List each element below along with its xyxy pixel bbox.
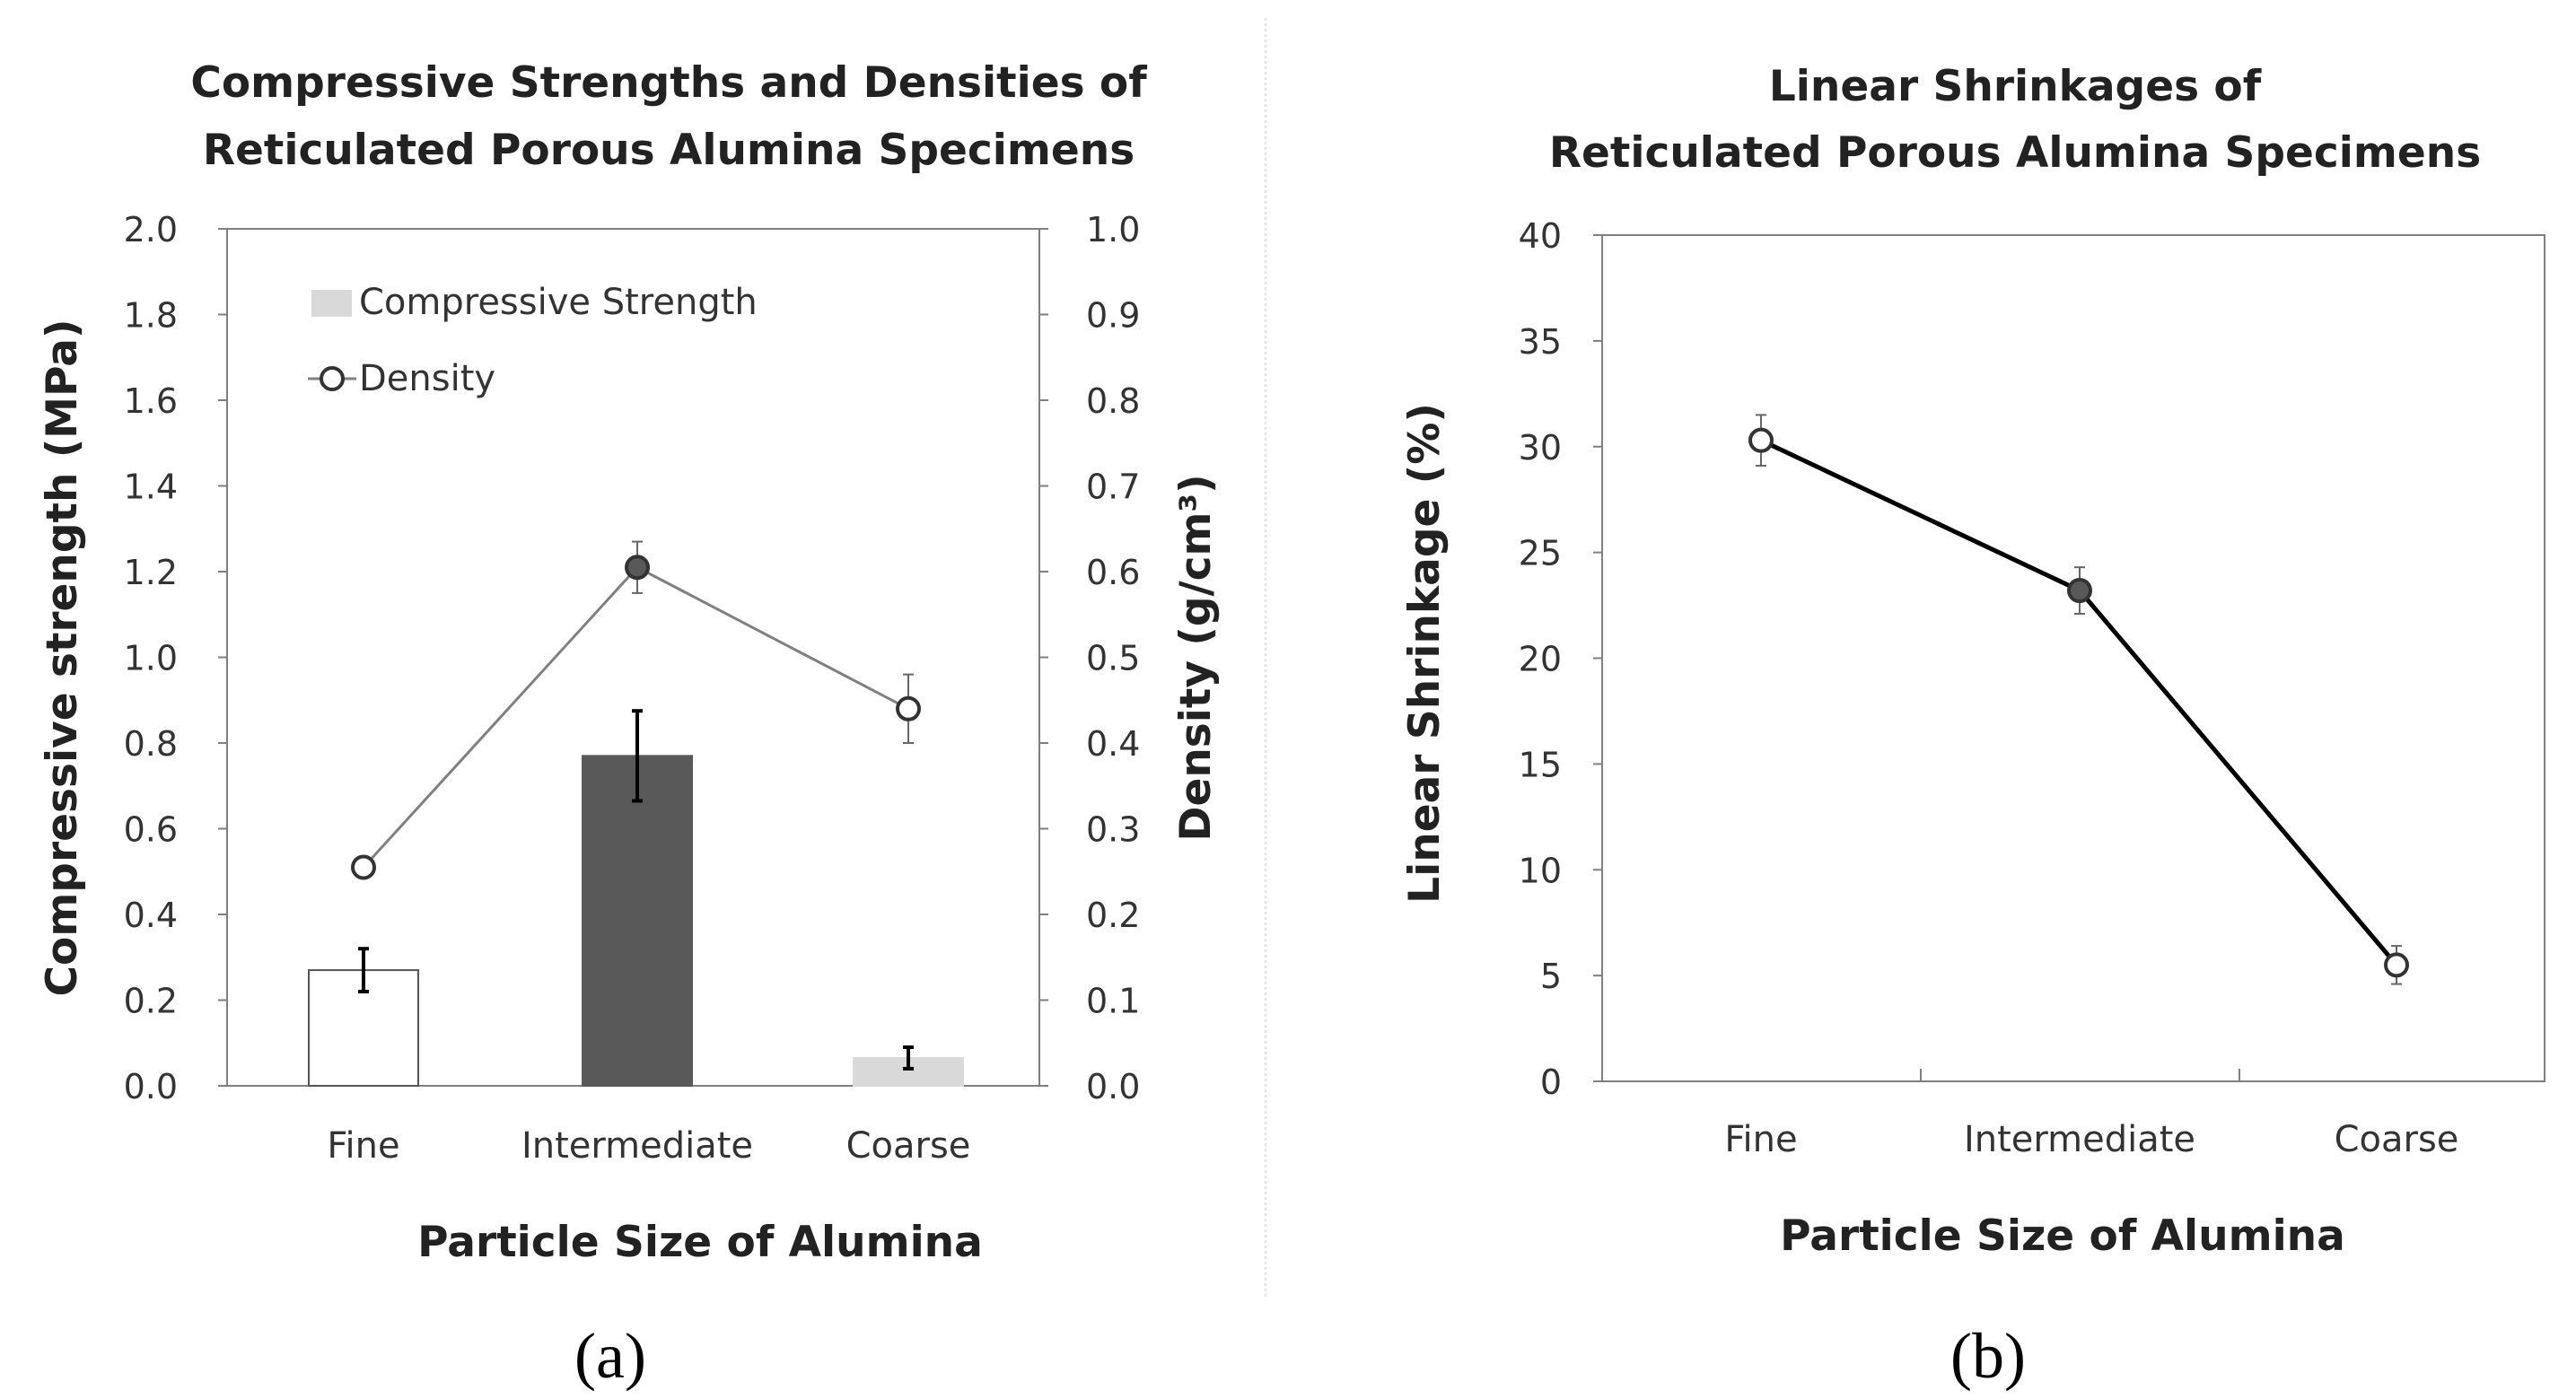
y2-tick-label: 0.9 <box>1086 296 1140 336</box>
y-tick-label: 0.6 <box>124 810 178 850</box>
chart-a-ylabel: Compressive strength (MPa) <box>38 319 87 997</box>
chart-a-xlabel: Particle Size of Alumina <box>417 1218 983 1267</box>
y-tick-label: 1.0 <box>124 639 178 678</box>
chart-b-xlabel: Particle Size of Alumina <box>1780 1211 2345 1261</box>
y2-tick-label: 0.6 <box>1086 553 1140 592</box>
shrinkage-point <box>2067 578 2092 604</box>
legend-density-label: Density <box>359 358 495 399</box>
y-tick-label: 20 <box>1519 640 1562 679</box>
chart-a-title-line-2: Reticulated Porous Alumina Specimens <box>203 126 1135 175</box>
chart-a-right-axis: 0.0 0.1 0.2 0.3 0.4 0.5 0.6 0.7 0.8 0.9 1.0 <box>1039 210 1140 1106</box>
chart-a-bars <box>308 755 964 1088</box>
y-tick-label: 1.8 <box>124 296 178 336</box>
y-tick-label: 40 <box>1519 216 1562 256</box>
y-tick-label: 25 <box>1519 534 1562 573</box>
chart-a-density-series <box>351 540 921 880</box>
chart-b-y-axis: 0 5 10 15 20 25 30 35 40 <box>1519 216 1602 1102</box>
chart-a: Compressive Strengths and Densities of R… <box>38 58 1221 1392</box>
shrinkage-point <box>2384 952 2409 978</box>
chart-b-x-axis: Fine Intermediate Coarse <box>1724 1119 2458 1160</box>
chart-a-y2label: Density (g/cm³) <box>1171 474 1221 841</box>
y2-tick-label: 0.3 <box>1086 810 1140 850</box>
shrinkage-point <box>1748 427 1774 453</box>
chart-a-bar-error-bars <box>358 709 914 1071</box>
y-tick-label: 1.6 <box>124 381 178 421</box>
y-tick-label: 0.4 <box>124 896 178 935</box>
density-point <box>351 854 376 880</box>
x-category-label: Intermediate <box>1964 1119 2195 1160</box>
chart-a-legend: Compressive Strength Density <box>308 282 758 399</box>
y-tick-label: 35 <box>1519 322 1562 362</box>
x-category-label: Intermediate <box>521 1125 753 1167</box>
y-tick-label: 1.2 <box>124 553 178 592</box>
chart-a-x-axis: Fine Intermediate Coarse <box>327 1125 970 1167</box>
y2-tick-label: 0.5 <box>1086 639 1140 678</box>
x-category-label: Fine <box>327 1125 399 1167</box>
y2-tick-label: 0.2 <box>1086 896 1140 935</box>
y-tick-label: 15 <box>1519 745 1562 784</box>
shrinkage-line <box>1759 438 2398 966</box>
x-category-label: Fine <box>1724 1119 1797 1160</box>
y-tick-label: 0.8 <box>124 724 178 764</box>
y2-tick-label: 0.1 <box>1086 982 1140 1021</box>
y-tick-label: 1.4 <box>124 468 178 507</box>
legend-density-marker <box>320 366 345 391</box>
chart-b-shrinkage-series <box>1748 414 2409 985</box>
y2-tick-label: 0.7 <box>1086 468 1140 507</box>
y-tick-label: 0 <box>1540 1062 1562 1102</box>
y2-tick-label: 0.8 <box>1086 381 1140 421</box>
chart-b-title-line-1: Linear Shrinkages of <box>1769 62 2262 111</box>
y2-tick-label: 0.0 <box>1086 1067 1140 1106</box>
y-tick-label: 10 <box>1519 851 1562 890</box>
chart-b-title-line-2: Reticulated Porous Alumina Specimens <box>1549 128 2481 178</box>
y-tick-label: 0.0 <box>124 1067 178 1106</box>
y-tick-label: 5 <box>1540 957 1562 996</box>
y-tick-label: 2.0 <box>124 210 178 249</box>
panel-label-a: (a) <box>574 1320 646 1392</box>
chart-b-ylabel: Linear Shrinkage (%) <box>1400 403 1450 904</box>
strength-bar <box>582 755 693 1087</box>
x-category-label: Coarse <box>846 1125 971 1167</box>
x-category-label: Coarse <box>2335 1119 2459 1160</box>
y-tick-label: 30 <box>1519 428 1562 468</box>
density-point <box>896 695 921 721</box>
y2-tick-label: 0.4 <box>1086 724 1140 764</box>
y-tick-label: 0.2 <box>124 982 178 1021</box>
panel-label-b: (b) <box>1950 1320 2026 1392</box>
chart-a-left-axis: 0.0 0.2 0.4 0.6 0.8 1.0 1.2 1.4 1.6 1.8 2.0 <box>124 210 227 1106</box>
y2-tick-label: 1.0 <box>1086 210 1140 249</box>
legend-strength-swatch <box>311 290 352 317</box>
density-point <box>625 555 650 581</box>
chart-a-title-line-1: Compressive Strengths and Densities of <box>190 58 1147 108</box>
chart-b: Linear Shrinkages of Reticulated Porous … <box>1400 62 2545 1392</box>
legend-strength-label: Compressive Strength <box>359 282 758 323</box>
